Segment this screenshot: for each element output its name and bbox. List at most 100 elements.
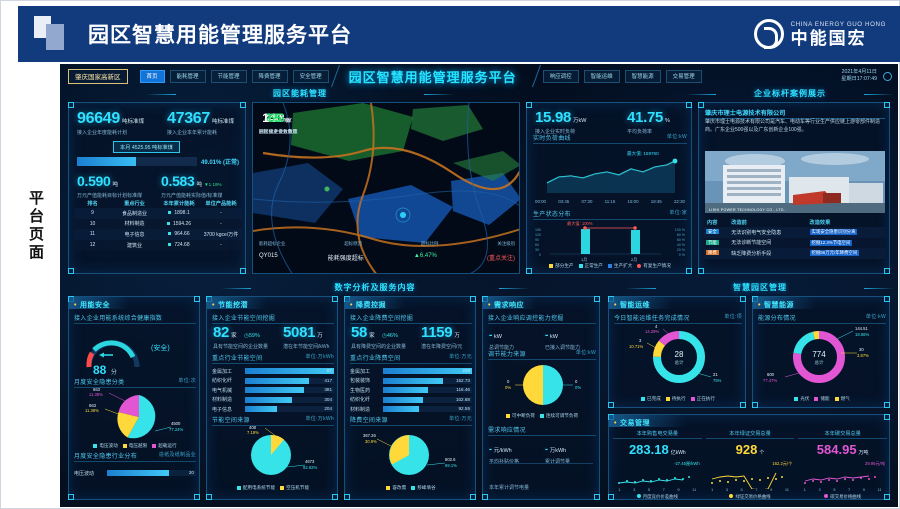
saving-bar-title: 重点行业节能空间 bbox=[212, 356, 263, 362]
trade-card-value-row: 928 个 bbox=[706, 441, 795, 459]
clock: 2021年4月11日 星期日17:07:49 bbox=[841, 69, 877, 83]
park-map-panel[interactable]: 413 家 园区标产企业数量 216 家 园区规上企业数量 140 家 已接入企业数量… bbox=[252, 102, 520, 274]
nav-tabs-left: 首页 能耗管理 节能管理 降费管理 安全管理 bbox=[139, 69, 329, 83]
map-kpi-2-value: 140 bbox=[262, 111, 283, 125]
demand-bar-0-caption: 平均补贴价格 bbox=[489, 459, 520, 465]
smart-legend: 光伏 储能 燃气 bbox=[755, 396, 889, 402]
safety-legend: 电压波动 电压越限 超载运行 bbox=[71, 443, 199, 449]
table-header-row: 排名 重点行业 本年累计能耗 单位产品能耗 bbox=[74, 198, 242, 208]
table-row[interactable]: 11 电子信息 964.66 3700 kgce/万件 bbox=[74, 229, 242, 240]
trade-card-title: 本年碳交易总量 bbox=[798, 430, 888, 439]
load-curve-title: 实时负荷曲线 bbox=[533, 136, 571, 142]
trade-card[interactable]: 本年碳交易总量 584.95 万吨 29.95元/吨 1 3 5 7 9 11 碳交易价格曲线 bbox=[798, 430, 888, 500]
trade-card-chart bbox=[618, 476, 691, 484]
svg-text:367.26: 367.26 bbox=[363, 433, 376, 438]
alert-header-3: 关注级别 bbox=[497, 241, 515, 246]
table-row[interactable]: 降费 缺乏降费分析手段 挖掘56万元/年降费空间 bbox=[704, 248, 886, 259]
fee-bar-row: 生物医药 116.46 bbox=[350, 387, 472, 394]
map-kpi-1-unit: 家 bbox=[286, 118, 292, 124]
saving-bar-label: 纺织化纤 bbox=[212, 378, 233, 384]
saving-space-unit: 万 bbox=[317, 333, 323, 339]
svg-text:3.87%: 3.87% bbox=[857, 353, 869, 358]
tab-safety-mgmt[interactable]: 安全管理 bbox=[292, 69, 329, 83]
demand-pie-title: 调节能力来源 bbox=[488, 352, 526, 358]
demand-pie-unit: 单位:kW bbox=[575, 350, 596, 356]
map-kpi-0-value: 413 bbox=[264, 111, 285, 125]
cell-unit: - bbox=[199, 208, 242, 219]
cell-industry: 食品制造业 bbox=[110, 208, 158, 219]
map-kpi-3-unit: % bbox=[283, 118, 289, 124]
tab-trade-mgmt[interactable]: 交易管理 bbox=[665, 69, 702, 83]
trade-card-title: 本年绿证交易总量 bbox=[705, 430, 795, 439]
map-kpi-2-unit: 家 bbox=[284, 118, 290, 124]
trade-card[interactable]: 本年购售电交易量 283.18 亿kWh -27.45厘/kWh 1 3 5 7 9 11 月度竞价… bbox=[613, 430, 702, 500]
saving-pie-chart: 408 7.18% 4673 92.82% bbox=[247, 425, 317, 475]
table-row[interactable]: 9 食品制造业 1898.1- bbox=[74, 208, 242, 219]
trade-card-value: 283.18 bbox=[628, 442, 669, 457]
tab-saving-mgmt[interactable]: 节能管理 bbox=[210, 69, 247, 83]
gauge-status: (安全) bbox=[151, 345, 170, 352]
cell-tag: 节能 bbox=[704, 237, 732, 249]
cell-industry: 电子信息 bbox=[110, 229, 158, 240]
ops-legend: 已完成 待执行 正在执行 bbox=[611, 396, 745, 402]
section-analysis: 数字分析及服务内容 bbox=[221, 282, 529, 295]
demand-legend-0: 可中断负荷 bbox=[511, 413, 535, 418]
region-selector[interactable]: 肇庆国家高新区 bbox=[68, 68, 128, 84]
table-row[interactable]: 节能 无法诊断节能空间 挖掘12.3%节电空间 bbox=[704, 237, 886, 249]
table-row[interactable]: 安全 无法识别电气安全隐患 实现安全隐患识别分离 bbox=[704, 227, 886, 238]
trade-card-unit: 万吨 bbox=[858, 450, 869, 456]
fee-space-unit: 万 bbox=[454, 333, 460, 339]
svg-text:663: 663 bbox=[89, 403, 97, 408]
fee-bar-title: 重点行业降费空间 bbox=[350, 356, 401, 362]
plan-value: 96649 bbox=[77, 110, 120, 127]
bt-h0: 内容 bbox=[707, 219, 718, 226]
fee-bar-value: 92.55 bbox=[458, 406, 471, 412]
tab-home[interactable]: 首页 bbox=[139, 69, 165, 83]
fee-count-pct: 46% bbox=[386, 333, 398, 339]
ops-total-label: 总计 bbox=[675, 359, 684, 366]
tab-fee-mgmt[interactable]: 降费管理 bbox=[251, 69, 288, 83]
prod-unit: 单位:家 bbox=[669, 210, 687, 216]
map-kpi-1: 216 家 园区规上企业数量 bbox=[259, 109, 297, 135]
demand-bar-1-caption: 累计调节量 bbox=[545, 459, 571, 465]
saving-bar-track: 417 bbox=[245, 377, 334, 384]
th-industry: 重点行业 bbox=[124, 200, 145, 207]
dashboard: 肇庆国家高新区 首页 能耗管理 节能管理 降费管理 安全管理 园区智慧用能管理服… bbox=[60, 64, 898, 507]
cell-before: 无法识别电气安全隐患 bbox=[731, 227, 810, 238]
tab-energy-mgmt[interactable]: 能耗管理 bbox=[169, 69, 206, 83]
fee-bar-row: 包装装饰 152.73 bbox=[350, 377, 472, 384]
saving-count-caption: 具有节能空间的企业数量 bbox=[213, 344, 269, 350]
table-row[interactable]: 10 材料制造 1594.26- bbox=[74, 218, 242, 230]
benchmark-photo: LISHI POWER TECHNOLOGY CO., LTD. bbox=[705, 151, 885, 213]
svg-text:30: 30 bbox=[535, 248, 539, 252]
fee-bar-row: 金属加工 228 bbox=[350, 368, 472, 375]
load-curve-chart: 最大值: 159760 bbox=[546, 150, 678, 193]
cell-rank: 9 bbox=[74, 208, 111, 219]
fee-bar-label: 包装装饰 bbox=[350, 378, 371, 384]
fee-pie-chart: 367.26 30.9% 802.6 69.1% bbox=[363, 433, 457, 475]
cell-industry: 材料制造 bbox=[110, 218, 158, 230]
smart-title: 智慧能源 bbox=[758, 300, 794, 310]
prod-legend-0: 部分生产 bbox=[555, 263, 574, 268]
map-alert-headers: 能耗超标企业 超标原因 超标比例 关注级别 bbox=[259, 241, 515, 247]
company-name-en: CHINA ENERGY GUO HONG bbox=[790, 21, 886, 28]
cell-before: 缺乏降费分析手段 bbox=[731, 248, 810, 259]
fee-count-value: 58 bbox=[351, 324, 368, 341]
saving-legend: 配用电系统节能 空压机节能 bbox=[209, 485, 337, 491]
ops-legend-1: 待执行 bbox=[671, 396, 686, 401]
trade-card[interactable]: 本年绿证交易总量 928 个 162.2元/个 1 3 5 7 9 11 绿证交易价格曲线 bbox=[705, 430, 795, 500]
table-row[interactable]: 12 建筑业 724.68- bbox=[74, 239, 242, 251]
saving-bar-track: 204 bbox=[245, 406, 334, 412]
svg-text:60 %: 60 % bbox=[677, 238, 686, 242]
fee-bar-label: 纺织化纤 bbox=[350, 397, 371, 403]
tab-smart-energy[interactable]: 智慧能源 bbox=[624, 69, 661, 83]
tab-response-control[interactable]: 响应调控 bbox=[542, 69, 579, 83]
pie-0-lbl: 663 bbox=[93, 387, 101, 392]
prod-title: 生产状态分布 bbox=[533, 212, 571, 218]
power-icon[interactable] bbox=[883, 71, 892, 81]
svg-text:40 %: 40 % bbox=[677, 243, 686, 247]
demand-subtitle: 接入企业响应调控能力挖掘 bbox=[488, 313, 596, 324]
safety-pie-title: 月度安全隐患分类 bbox=[74, 380, 125, 386]
tab-smart-ops[interactable]: 智能运维 bbox=[583, 69, 620, 83]
